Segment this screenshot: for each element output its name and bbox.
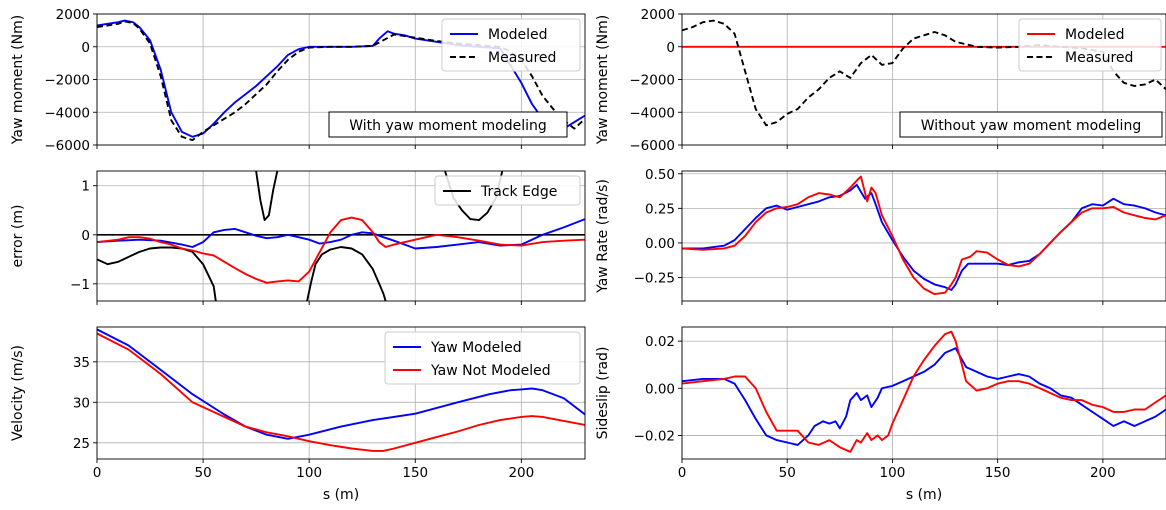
y-tick-label: −6000 <box>44 138 90 154</box>
x-tick-label: 150 <box>402 465 428 481</box>
y-tick-label: −2000 <box>629 73 675 89</box>
y-tick-label: 0.02 <box>645 334 675 350</box>
legend-label: Measured <box>488 50 556 66</box>
series-line-unnamed-0 <box>682 347 1166 446</box>
x-tick-label: 100 <box>880 465 906 481</box>
x-tick-label: 0 <box>93 465 102 481</box>
chart-panel-2: −6000 −4000 −2000 0 2000 Yaw moment (Nm) Model… <box>595 7 1166 154</box>
y-tick-label: 0 <box>81 40 90 56</box>
legend-label: Measured <box>1065 50 1133 66</box>
chart-panel-5: 0 50 100 150 200 25 30 35 Velocity (m/s) s (m) Yaw… <box>10 326 586 503</box>
y-tick-label: 0 <box>666 40 675 56</box>
y-tick-label: −0.25 <box>634 270 675 286</box>
y-axis-label: error (m) <box>10 205 26 268</box>
chart-panel-1: −6000 −4000 −2000 0 2000 Yaw moment (Nm) Model… <box>10 7 586 154</box>
axes-frame <box>96 326 586 460</box>
y-axis-label: Yaw Rate (rad/s) <box>595 179 611 294</box>
annotation: With yaw moment modeling <box>328 111 568 138</box>
y-tick-label: 35 <box>73 355 90 371</box>
y-tick-label: 0 <box>81 228 90 244</box>
series-line-unnamed-5 <box>97 218 585 250</box>
y-tick-label: 0.00 <box>645 236 675 252</box>
y-axis-label: Velocity (m/s) <box>10 345 26 441</box>
y-tick-label: 25 <box>73 436 90 452</box>
x-tick-label: 50 <box>194 465 211 481</box>
y-tick-label: 2000 <box>641 7 675 23</box>
y-tick-label: −4000 <box>44 105 90 121</box>
legend: Modeled Measured <box>1018 18 1162 72</box>
y-tick-label: −4000 <box>629 105 675 121</box>
axes-frame <box>681 170 1166 302</box>
y-axis-label: Yaw moment (Nm) <box>595 15 611 145</box>
y-tick-label: −6000 <box>629 138 675 154</box>
annotation-box <box>328 111 568 138</box>
x-axis-label: s (m) <box>323 487 359 503</box>
y-axis-label: Sideslip (rad) <box>595 347 611 440</box>
legend-label: Modeled <box>1065 27 1125 43</box>
chart-panel-6: 0 50 100 150 200 −0.02 0.00 0.02 Sideslip (rad) s… <box>595 326 1166 503</box>
axes-frame <box>96 170 586 302</box>
series-line-unnamed-6 <box>97 216 585 284</box>
y-tick-label: 2000 <box>56 7 90 23</box>
axes-frame <box>681 326 1166 460</box>
y-tick-label: 0.25 <box>645 201 675 217</box>
x-tick-label: 0 <box>678 465 687 481</box>
legend-label: Yaw Not Modeled <box>430 363 551 379</box>
series-line-yaw-modeled <box>97 328 585 440</box>
legend-box <box>434 175 581 206</box>
annotation-text: Without yaw moment modeling <box>921 118 1141 134</box>
series-line-unnamed-0 <box>682 183 1166 291</box>
y-tick-label: 30 <box>73 395 90 411</box>
y-tick-label: −2000 <box>44 73 90 89</box>
x-tick-label: 150 <box>985 465 1011 481</box>
y-tick-label: 1 <box>81 179 90 195</box>
series-line-unnamed-1 <box>682 175 1166 296</box>
series-line-track-edge <box>255 171 279 222</box>
y-tick-label: −0.02 <box>634 428 675 444</box>
legend: Yaw Modeled Yaw Not Modeled <box>384 331 581 385</box>
x-tick-label: 100 <box>296 465 322 481</box>
series-line-track-edge <box>97 246 217 301</box>
annotation: Without yaw moment modeling <box>899 111 1163 138</box>
legend-box <box>1018 18 1162 72</box>
series-line-yaw-not-modeled <box>97 332 585 452</box>
legend-label: Modeled <box>488 27 548 43</box>
legend-label: Track Edge <box>480 184 557 200</box>
y-tick-label: 0.50 <box>645 167 675 183</box>
y-tick-label: 0.00 <box>645 381 675 397</box>
legend: Modeled Measured <box>441 18 581 72</box>
annotation-box <box>899 111 1163 138</box>
chart-panel-3: −1 0 1 error (m) Track Edge <box>10 170 586 305</box>
legend-box <box>441 18 581 72</box>
annotation-text: With yaw moment modeling <box>349 118 547 134</box>
y-axis-label: Yaw moment (Nm) <box>10 15 26 145</box>
x-tick-label: 200 <box>508 465 534 481</box>
y-tick-label: −1 <box>70 277 90 293</box>
legend-label: Yaw Modeled <box>430 340 522 356</box>
series-line-unnamed-1 <box>682 330 1166 453</box>
legend-box <box>384 331 581 385</box>
series-line-track-edge <box>306 246 387 301</box>
legend: Track Edge <box>434 175 581 206</box>
chart-panel-4: −0.25 0.00 0.25 0.50 Yaw Rate (rad/s) <box>595 167 1166 305</box>
x-axis-label: s (m) <box>906 487 942 503</box>
x-tick-label: 200 <box>1090 465 1116 481</box>
x-tick-label: 50 <box>779 465 796 481</box>
